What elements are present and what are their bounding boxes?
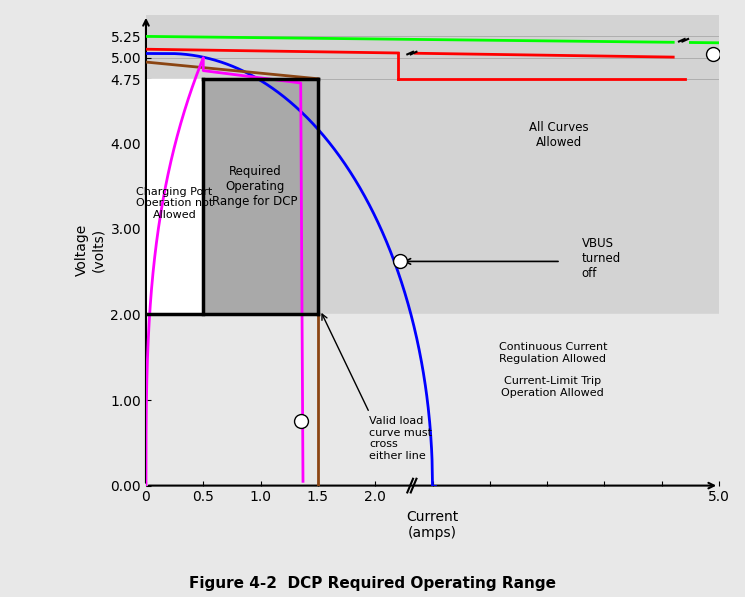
Text: Continuous Current
Regulation Allowed: Continuous Current Regulation Allowed (498, 342, 607, 364)
Text: Current-Limit Trip
Operation Allowed: Current-Limit Trip Operation Allowed (501, 376, 604, 398)
Text: Charging Port
Operation not
Allowed: Charging Port Operation not Allowed (136, 187, 213, 220)
Y-axis label: Voltage
(volts): Voltage (volts) (74, 224, 105, 276)
Text: Valid load
curve must
cross
either line: Valid load curve must cross either line (370, 416, 433, 461)
Text: All Curves
Allowed: All Curves Allowed (529, 121, 589, 149)
Text: VBUS
turned
off: VBUS turned off (582, 238, 621, 281)
Text: Figure 4-2  DCP Required Operating Range: Figure 4-2 DCP Required Operating Range (189, 576, 556, 591)
X-axis label: Current
(amps): Current (amps) (406, 510, 459, 540)
Text: Required
Operating
Range for DCP: Required Operating Range for DCP (212, 165, 297, 208)
